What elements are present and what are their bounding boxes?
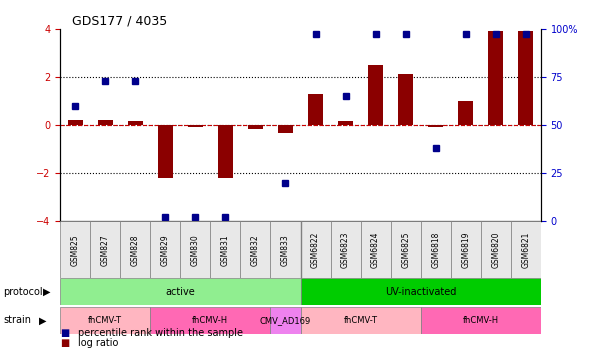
- FancyBboxPatch shape: [331, 221, 361, 278]
- Text: fhCMV-H: fhCMV-H: [463, 316, 499, 325]
- Text: GDS177 / 4035: GDS177 / 4035: [72, 14, 167, 27]
- Bar: [127, 121, 143, 125]
- FancyBboxPatch shape: [451, 221, 481, 278]
- FancyBboxPatch shape: [240, 221, 270, 278]
- Text: GSM6822: GSM6822: [311, 232, 320, 268]
- Text: fhCMV-T: fhCMV-T: [88, 316, 122, 325]
- Bar: [518, 31, 534, 125]
- Text: protocol: protocol: [3, 287, 43, 297]
- Text: GSM830: GSM830: [191, 234, 200, 266]
- Text: active: active: [165, 287, 195, 297]
- Text: CMV_AD169: CMV_AD169: [260, 316, 311, 325]
- Bar: [157, 125, 173, 178]
- Bar: [458, 101, 474, 125]
- FancyBboxPatch shape: [481, 221, 511, 278]
- Text: fhCMV-H: fhCMV-H: [192, 316, 228, 325]
- Text: ▶: ▶: [39, 315, 46, 326]
- FancyBboxPatch shape: [511, 221, 541, 278]
- FancyBboxPatch shape: [270, 221, 300, 278]
- Text: ▶: ▶: [43, 287, 50, 297]
- FancyBboxPatch shape: [150, 221, 180, 278]
- FancyBboxPatch shape: [60, 307, 150, 334]
- Text: GSM6823: GSM6823: [341, 232, 350, 268]
- Text: GSM6819: GSM6819: [462, 232, 470, 268]
- Text: log ratio: log ratio: [78, 338, 118, 348]
- Text: strain: strain: [3, 315, 31, 326]
- Bar: [368, 65, 383, 125]
- Text: GSM828: GSM828: [131, 234, 139, 266]
- Text: GSM825: GSM825: [71, 234, 79, 266]
- FancyBboxPatch shape: [391, 221, 421, 278]
- Bar: [278, 125, 293, 134]
- FancyBboxPatch shape: [180, 221, 210, 278]
- Bar: [248, 125, 263, 129]
- Bar: [398, 74, 413, 125]
- Bar: [188, 125, 203, 127]
- FancyBboxPatch shape: [361, 221, 391, 278]
- FancyBboxPatch shape: [300, 278, 541, 305]
- Text: GSM831: GSM831: [221, 234, 230, 266]
- Text: GSM6818: GSM6818: [432, 232, 440, 268]
- FancyBboxPatch shape: [300, 221, 331, 278]
- FancyBboxPatch shape: [210, 221, 240, 278]
- Text: GSM6821: GSM6821: [522, 232, 530, 268]
- FancyBboxPatch shape: [60, 221, 90, 278]
- FancyBboxPatch shape: [300, 307, 421, 334]
- Bar: [428, 125, 443, 127]
- Text: fhCMV-T: fhCMV-T: [344, 316, 377, 325]
- Text: GSM6824: GSM6824: [371, 232, 380, 268]
- Text: percentile rank within the sample: percentile rank within the sample: [78, 328, 243, 338]
- FancyBboxPatch shape: [270, 307, 300, 334]
- Text: GSM832: GSM832: [251, 234, 260, 266]
- Bar: [488, 31, 503, 125]
- Text: UV-inactivated: UV-inactivated: [385, 287, 456, 297]
- Text: ■: ■: [60, 338, 69, 348]
- FancyBboxPatch shape: [120, 221, 150, 278]
- Text: GSM827: GSM827: [101, 234, 109, 266]
- Text: GSM6825: GSM6825: [401, 232, 410, 268]
- Bar: [338, 121, 353, 125]
- FancyBboxPatch shape: [421, 221, 451, 278]
- Text: GSM833: GSM833: [281, 234, 290, 266]
- FancyBboxPatch shape: [90, 221, 120, 278]
- FancyBboxPatch shape: [150, 307, 270, 334]
- Text: GSM829: GSM829: [161, 234, 169, 266]
- Bar: [218, 125, 233, 178]
- FancyBboxPatch shape: [60, 278, 300, 305]
- Bar: [308, 94, 323, 125]
- FancyBboxPatch shape: [421, 307, 541, 334]
- Text: GSM6820: GSM6820: [492, 232, 500, 268]
- Bar: [67, 120, 82, 125]
- Text: ■: ■: [60, 328, 69, 338]
- Bar: [97, 120, 113, 125]
